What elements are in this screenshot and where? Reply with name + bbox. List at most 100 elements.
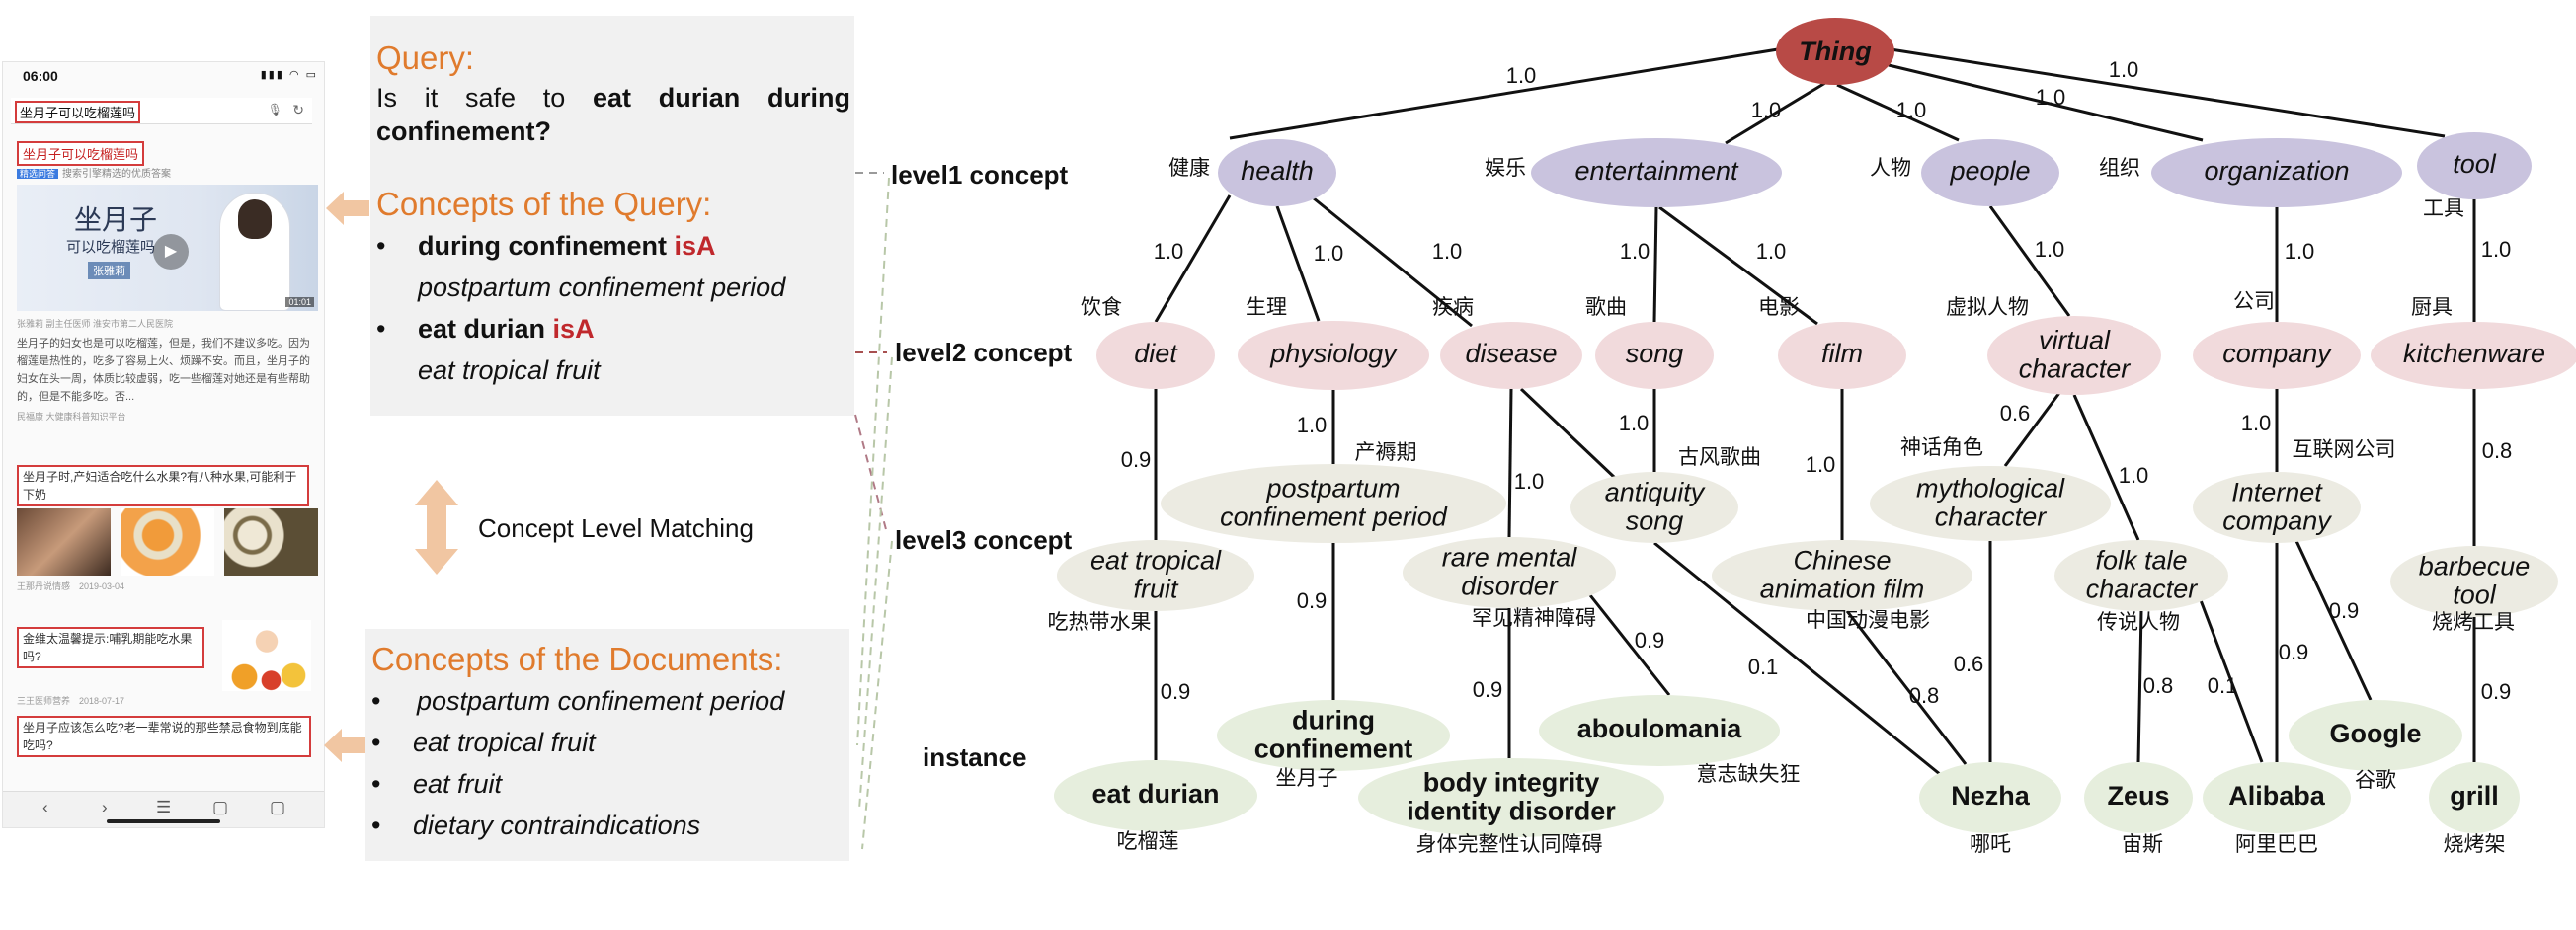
instance-zh-label: 意志缺失狂 (1697, 763, 1801, 786)
edge-weight: 1.0 (1896, 98, 1927, 122)
video-subtitle: 可以吃榴莲吗 (66, 239, 156, 256)
tree-edge (2136, 610, 2143, 763)
back-icon[interactable]: ‹ (42, 798, 48, 816)
level2-node (1987, 316, 2161, 395)
level3-label: rare mental (1442, 543, 1578, 573)
level3-node (1712, 540, 1972, 611)
level1-label: tool (2453, 149, 2497, 179)
tree-edge (1275, 205, 1321, 322)
dashed-connector (854, 414, 888, 534)
result1-author: 张雅莉 副主任医师 淮安市第二人民医院 (17, 319, 174, 329)
thumbnail-image (17, 508, 111, 576)
query-concepts-heading: Concepts of the Query: (376, 186, 712, 222)
result4-title[interactable]: 坐月子应该怎么吃?老一辈常说的那些禁忌食物到底能吃吗? (17, 716, 311, 757)
video-thumbnail[interactable]: 坐月子 可以吃榴莲吗 张雅莉 ▶ 01:01 (17, 185, 318, 311)
baby-fruit-image (222, 620, 311, 691)
level2-label: song (1626, 339, 1684, 368)
tree-edge (1888, 63, 2204, 142)
level1-node (1921, 139, 2059, 206)
result2-title[interactable]: 坐月子时,产妇适合吃什么水果?有八种水果,可能利于下奶 (17, 465, 309, 506)
level3-zh-label: 中国动漫电影 (1806, 609, 1930, 632)
documents-panel: Concepts of the Documents: • postpartum c… (365, 629, 849, 861)
instance-zh-label: 谷歌 (2355, 769, 2396, 792)
level3-node (1057, 540, 1254, 611)
instance-zh-label: 宙斯 (2122, 833, 2163, 856)
level1-node (1218, 139, 1336, 206)
instance-node (1054, 760, 1257, 831)
level3-node (1870, 466, 2111, 541)
level3-node (2193, 472, 2361, 543)
edge-weight: 0.9 (1161, 679, 1191, 704)
level3-zh-label: 罕见精神障碍 (1472, 607, 1596, 630)
level1-node (2151, 138, 2402, 207)
edge-weight: 1.0 (1506, 63, 1537, 88)
edge-weight: 0.1 (2208, 673, 2238, 698)
instance-node (1217, 700, 1450, 771)
level1-zh-label: 组织 (2099, 157, 2140, 180)
tree-edge (1313, 196, 1473, 328)
instance-node (2084, 762, 2193, 833)
level3-label: confinement period (1220, 503, 1448, 532)
level2-zh-label: 疾病 (1432, 296, 1474, 319)
instance-label: confinement (1254, 735, 1413, 764)
instance-label: instance (923, 742, 1027, 772)
edge-weight: 1.0 (1297, 413, 1328, 437)
edge-weight: 1.0 (1751, 98, 1782, 122)
edge-weight: 0.8 (2143, 673, 2174, 698)
edge-weight: 1.0 (1806, 452, 1836, 477)
search-query[interactable]: 坐月子可以吃榴莲吗 (15, 101, 141, 123)
level2-zh-label: 电影 (1758, 296, 1800, 319)
query-panel: Query: Is it safe to eat durian during c… (370, 16, 854, 416)
instance-label: Alibaba (2228, 781, 2326, 811)
edge-weight: 0.9 (1473, 677, 1503, 702)
level3-label: tool (2453, 581, 2497, 610)
level3-zh-label: 传说人物 (2097, 611, 2180, 634)
edge-weight: 0.6 (2000, 401, 2031, 426)
level2-node (2193, 322, 2361, 389)
level3-node (2390, 546, 2558, 617)
tabs-icon[interactable]: ▢ (212, 798, 229, 816)
home-icon[interactable]: ▢ (270, 798, 286, 816)
forward-icon[interactable]: › (102, 798, 108, 816)
edge-weight: 0.9 (1297, 588, 1328, 613)
result3-title[interactable]: 金维太温馨提示:哺乳期能吃水果吗? (17, 627, 204, 668)
tree-edge (1652, 206, 1658, 323)
play-icon[interactable]: ▶ (153, 234, 189, 270)
result3-meta: 三王医师营养 2018-07-17 (17, 696, 125, 706)
instance-label: eat durian (1091, 779, 1219, 809)
instance-zh-label: 阿里巴巴 (2235, 833, 2318, 856)
level1-label: entertainment (1574, 156, 1739, 186)
level2-zh-label: 歌曲 (1585, 296, 1627, 319)
tree-edge (1519, 387, 1617, 480)
search-bar[interactable]: 坐月子可以吃榴莲吗 🎙 ↻ (11, 98, 312, 124)
level2-label: physiology (1269, 339, 1398, 368)
level3-node (1570, 472, 1738, 543)
microphone-icon[interactable]: 🎙 (267, 103, 282, 116)
status-time: 06:00 (23, 68, 58, 84)
menu-icon[interactable]: ☰ (156, 798, 172, 816)
instance-label: grill (2450, 781, 2499, 811)
level3-label: level3 concept (895, 525, 1073, 555)
result2-thumbnails[interactable] (17, 508, 318, 576)
level1-node (2417, 132, 2532, 199)
result1-title[interactable]: 坐月子可以吃榴莲吗 (17, 141, 145, 166)
thumbnail-image (121, 508, 214, 576)
refresh-icon[interactable]: ↻ (292, 102, 304, 117)
signal-battery-icon: ▮▮▮ ◠ ▭ (260, 69, 318, 81)
level3-zh-label: 烧烤工具 (2432, 611, 2515, 634)
bottom-nav: ‹ › ☰ ▢ ▢ (3, 791, 324, 827)
tree-edge (2199, 599, 2264, 763)
level2-label: level2 concept (895, 338, 1073, 367)
root-label: Thing (1799, 37, 1872, 66)
phone-screenshot: 06:00 ▮▮▮ ◠ ▭ 坐月子可以吃榴莲吗 🎙 ↻ 坐月子可以吃榴莲吗 精选… (2, 61, 325, 828)
level1-label: health (1241, 156, 1314, 186)
instance-node (2203, 762, 2351, 833)
level3-label: character (1935, 503, 2048, 532)
edge-weight: 1.0 (1432, 239, 1463, 264)
video-doctor: 张雅莉 (88, 262, 130, 279)
result1-source: 民福康 大健康科普知识平台 (17, 412, 126, 422)
level1-zh-label: 健康 (1168, 157, 1210, 180)
level2-zh-label: 饮食 (1081, 296, 1122, 319)
dashed-connector (858, 356, 893, 811)
